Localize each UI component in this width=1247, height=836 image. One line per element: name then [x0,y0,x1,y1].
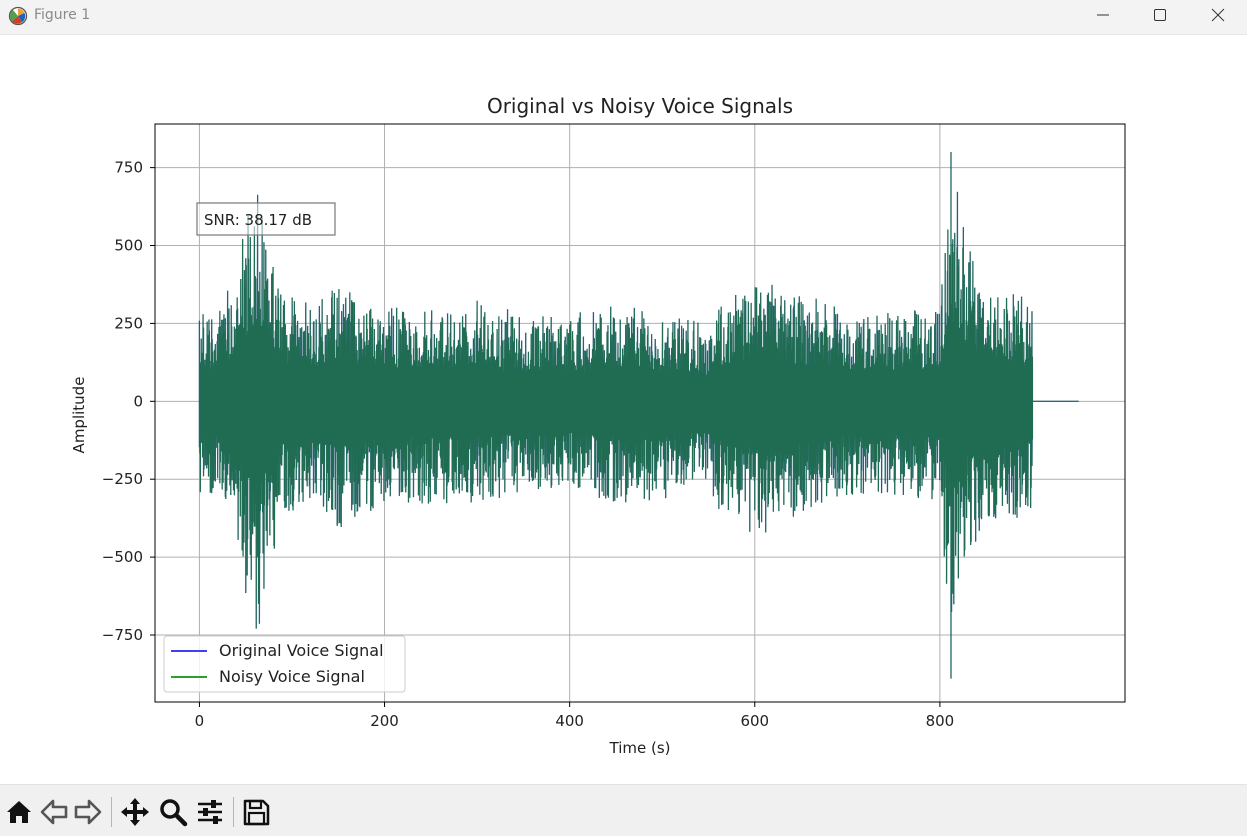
signal-plot-area [198,152,1079,679]
y-tick-label: 750 [114,159,143,177]
y-tick-label: −250 [102,470,143,488]
y-tick-label: 0 [133,392,143,410]
toolbar-separator [233,797,234,827]
x-tick-label: 0 [195,712,205,730]
x-axis-label: Time (s) [609,739,671,757]
zoom-magnifier-icon [160,799,188,827]
snr-annotation-text: SNR: 38.17 dB [204,211,312,229]
toolbar-separator [111,797,112,827]
back-button[interactable] [39,797,69,827]
x-tick-label: 200 [370,712,399,730]
figure-canvas[interactable]: 0 200 400 600 800 750 500 250 0 −250 −500 −750 Ori… [0,35,1247,783]
chart-title: Original vs Noisy Voice Signals [487,94,793,118]
close-icon [1211,8,1225,22]
x-tick-label: 800 [926,712,955,730]
maximize-button[interactable] [1137,0,1183,30]
forward-arrow-icon [74,799,102,825]
minimize-icon [1097,14,1109,16]
home-button[interactable] [4,797,34,827]
save-floppy-icon [243,799,270,826]
legend: Original Voice Signal Noisy Voice Signal [163,635,406,693]
save-button[interactable] [241,797,271,827]
y-tick-label: −500 [102,548,143,566]
y-axis-ticks: 750 500 250 0 −250 −500 −750 [102,159,155,644]
navigation-toolbar [0,784,1247,836]
axes-frame [154,123,1126,703]
x-axis-ticks: 0 200 400 600 800 [195,702,955,730]
y-axis-label: Amplitude [70,377,88,454]
minimize-button[interactable] [1080,0,1126,30]
configure-subplots-icon [198,800,222,824]
legend-label-noisy: Noisy Voice Signal [219,667,365,686]
home-icon [7,801,31,823]
title-bar[interactable]: Figure 1 [0,0,1247,35]
chart: 0 200 400 600 800 750 500 250 0 −250 −500 −750 Ori… [70,94,1126,757]
pan-move-icon [121,798,149,826]
window-title: Figure 1 [34,7,91,23]
zoom-button[interactable] [158,797,188,827]
snr-annotation: SNR: 38.17 dB [196,202,336,236]
maximize-icon [1154,9,1166,21]
matplotlib-logo-icon [8,6,28,26]
pan-button[interactable] [120,797,150,827]
x-tick-label: 600 [740,712,769,730]
y-tick-label: 250 [114,314,143,332]
back-arrow-icon [40,799,68,825]
legend-label-original: Original Voice Signal [219,641,384,660]
y-tick-label: 500 [114,237,143,255]
forward-button[interactable] [73,797,103,827]
x-tick-label: 400 [555,712,584,730]
close-button[interactable] [1195,0,1241,30]
y-tick-label: −750 [102,626,143,644]
noisy-voice-signal-line [198,152,1079,679]
configure-subplots-button[interactable] [195,797,225,827]
